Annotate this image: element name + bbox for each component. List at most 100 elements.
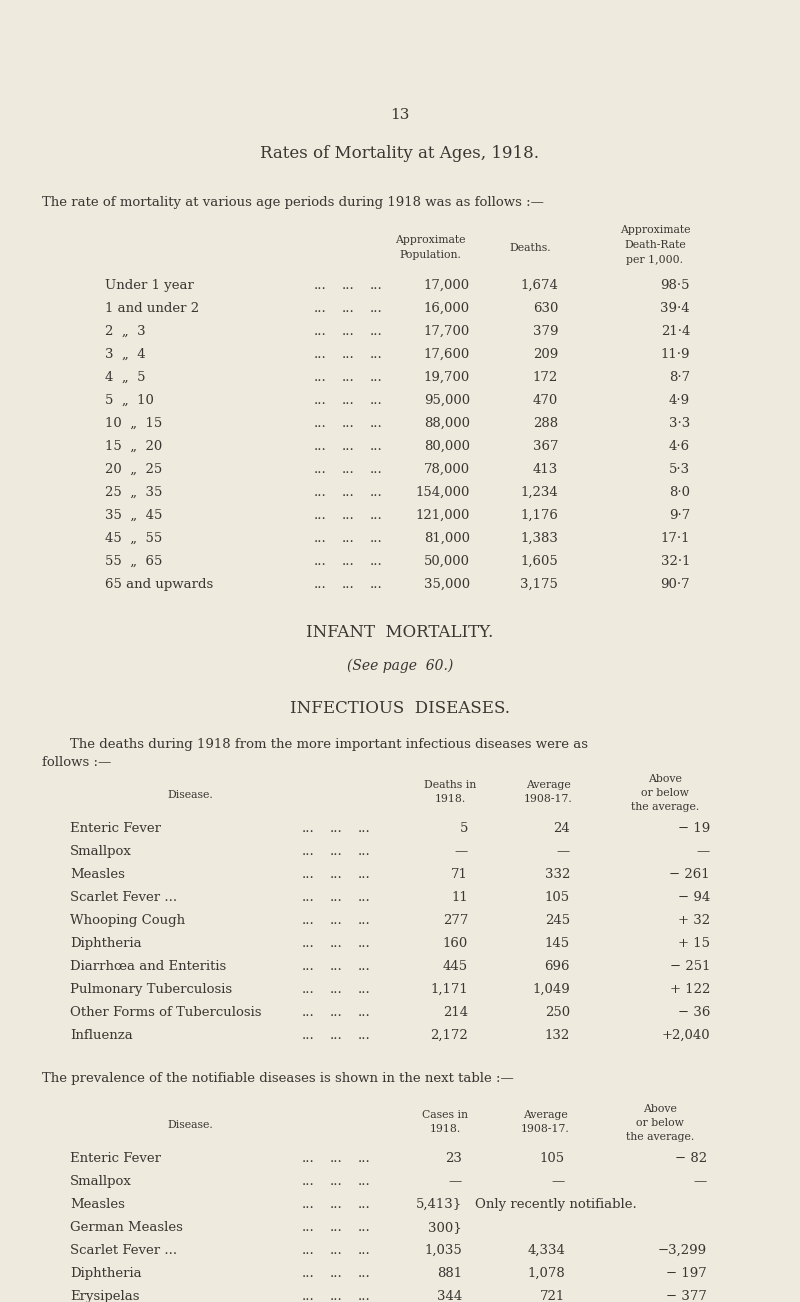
Text: ...: ... xyxy=(342,417,354,430)
Text: 3,175: 3,175 xyxy=(520,578,558,591)
Text: Average: Average xyxy=(522,1111,567,1120)
Text: ...: ... xyxy=(314,533,326,546)
Text: ...: ... xyxy=(342,464,354,477)
Text: ...: ... xyxy=(370,464,382,477)
Text: ...: ... xyxy=(302,1198,314,1211)
Text: —: — xyxy=(449,1174,462,1187)
Text: −3,299: −3,299 xyxy=(658,1243,707,1256)
Text: —: — xyxy=(697,845,710,858)
Text: Cases in: Cases in xyxy=(422,1111,468,1120)
Text: Influenza: Influenza xyxy=(70,1029,133,1042)
Text: ...: ... xyxy=(302,914,314,927)
Text: + 15: + 15 xyxy=(678,937,710,950)
Text: 470: 470 xyxy=(533,395,558,408)
Text: 379: 379 xyxy=(533,326,558,339)
Text: 4·6: 4·6 xyxy=(669,440,690,453)
Text: 1,176: 1,176 xyxy=(520,509,558,522)
Text: 288: 288 xyxy=(533,417,558,430)
Text: − 197: − 197 xyxy=(666,1267,707,1280)
Text: ...: ... xyxy=(314,509,326,522)
Text: 1918.: 1918. xyxy=(430,1124,461,1134)
Text: 1,171: 1,171 xyxy=(430,983,468,996)
Text: per 1,000.: per 1,000. xyxy=(626,255,683,266)
Text: ...: ... xyxy=(330,983,342,996)
Text: ...: ... xyxy=(358,983,370,996)
Text: Above: Above xyxy=(648,773,682,784)
Text: ...: ... xyxy=(358,960,370,973)
Text: Diarrhœa and Enteritis: Diarrhœa and Enteritis xyxy=(70,960,226,973)
Text: 367: 367 xyxy=(533,440,558,453)
Text: ...: ... xyxy=(358,1198,370,1211)
Text: ...: ... xyxy=(330,868,342,881)
Text: ...: ... xyxy=(342,326,354,339)
Text: the average.: the average. xyxy=(626,1131,694,1142)
Text: INFANT  MORTALITY.: INFANT MORTALITY. xyxy=(306,624,494,641)
Text: 1,049: 1,049 xyxy=(532,983,570,996)
Text: ...: ... xyxy=(342,440,354,453)
Text: Under 1 year: Under 1 year xyxy=(105,279,194,292)
Text: 5  „  10: 5 „ 10 xyxy=(105,395,154,408)
Text: 17,000: 17,000 xyxy=(424,279,470,292)
Text: 2  „  3: 2 „ 3 xyxy=(105,326,146,339)
Text: ...: ... xyxy=(370,348,382,361)
Text: or below: or below xyxy=(636,1118,684,1128)
Text: 3·3: 3·3 xyxy=(669,417,690,430)
Text: Whooping Cough: Whooping Cough xyxy=(70,914,185,927)
Text: Smallpox: Smallpox xyxy=(70,845,132,858)
Text: 1,234: 1,234 xyxy=(520,486,558,499)
Text: ...: ... xyxy=(342,555,354,568)
Text: ...: ... xyxy=(330,914,342,927)
Text: 8·7: 8·7 xyxy=(669,371,690,384)
Text: ...: ... xyxy=(358,914,370,927)
Text: ...: ... xyxy=(370,578,382,591)
Text: ...: ... xyxy=(330,960,342,973)
Text: ...: ... xyxy=(358,845,370,858)
Text: ...: ... xyxy=(342,279,354,292)
Text: 214: 214 xyxy=(443,1006,468,1019)
Text: 300}: 300} xyxy=(428,1221,462,1234)
Text: ...: ... xyxy=(302,1006,314,1019)
Text: − 36: − 36 xyxy=(678,1006,710,1019)
Text: 209: 209 xyxy=(533,348,558,361)
Text: − 19: − 19 xyxy=(678,822,710,835)
Text: ...: ... xyxy=(342,509,354,522)
Text: ...: ... xyxy=(342,533,354,546)
Text: 105: 105 xyxy=(540,1152,565,1165)
Text: 25  „  35: 25 „ 35 xyxy=(105,486,162,499)
Text: Approximate: Approximate xyxy=(620,225,690,234)
Text: Enteric Fever: Enteric Fever xyxy=(70,1152,161,1165)
Text: ...: ... xyxy=(358,1174,370,1187)
Text: 45  „  55: 45 „ 55 xyxy=(105,533,162,546)
Text: ...: ... xyxy=(314,348,326,361)
Text: Scarlet Fever ...: Scarlet Fever ... xyxy=(70,1243,177,1256)
Text: 50,000: 50,000 xyxy=(424,555,470,568)
Text: +2,040: +2,040 xyxy=(662,1029,710,1042)
Text: 16,000: 16,000 xyxy=(424,302,470,315)
Text: 445: 445 xyxy=(443,960,468,973)
Text: ...: ... xyxy=(330,822,342,835)
Text: ...: ... xyxy=(314,440,326,453)
Text: − 82: − 82 xyxy=(675,1152,707,1165)
Text: Diphtheria: Diphtheria xyxy=(70,1267,142,1280)
Text: ...: ... xyxy=(314,555,326,568)
Text: ...: ... xyxy=(358,1006,370,1019)
Text: 160: 160 xyxy=(442,937,468,950)
Text: 4  „  5: 4 „ 5 xyxy=(105,371,146,384)
Text: —: — xyxy=(552,1174,565,1187)
Text: ...: ... xyxy=(358,1152,370,1165)
Text: + 32: + 32 xyxy=(678,914,710,927)
Text: the average.: the average. xyxy=(631,802,699,812)
Text: ...: ... xyxy=(302,983,314,996)
Text: 145: 145 xyxy=(545,937,570,950)
Text: 98·5: 98·5 xyxy=(661,279,690,292)
Text: 95,000: 95,000 xyxy=(424,395,470,408)
Text: 250: 250 xyxy=(545,1006,570,1019)
Text: 17,600: 17,600 xyxy=(424,348,470,361)
Text: ...: ... xyxy=(302,845,314,858)
Text: ...: ... xyxy=(370,302,382,315)
Text: ...: ... xyxy=(302,1290,314,1302)
Text: Approximate: Approximate xyxy=(394,234,466,245)
Text: ...: ... xyxy=(302,937,314,950)
Text: ...: ... xyxy=(314,302,326,315)
Text: 105: 105 xyxy=(545,891,570,904)
